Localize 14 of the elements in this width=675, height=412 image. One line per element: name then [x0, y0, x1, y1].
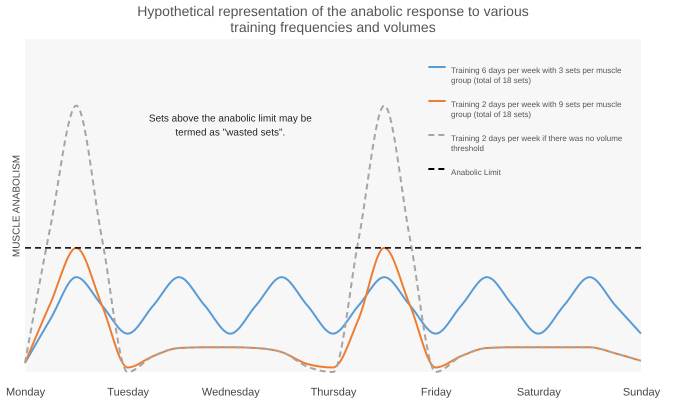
x-tick-label: Sunday — [622, 386, 661, 398]
annotation: Sets above the anabolic limit may be termed as "wasted sets". — [148, 114, 312, 139]
legend-label: Training 2 days per week with 9 sets per muscle group (total of 18 sets) — [451, 100, 622, 119]
y-axis-title: MUSCLE ANABOLISM — [12, 154, 22, 258]
x-tick-label: Friday — [420, 386, 452, 398]
x-tick-label: Tuesday — [107, 386, 150, 398]
x-tick-label: Thursday — [310, 386, 357, 398]
x-tick-label: Wednesday — [202, 386, 260, 398]
legend-label: Anabolic Limit — [451, 168, 502, 177]
x-tick-label: Monday — [6, 386, 46, 398]
legend-label: Training 6 days per week with 3 sets per muscle group (total of 18 sets) — [451, 66, 622, 85]
x-tick-label: Saturday — [516, 386, 562, 398]
legend-label: Training 2 days per week if there was no volume threshold — [451, 134, 623, 153]
chart-title: Hypothetical representation of the anabolic response to various training frequencies and volumes — [137, 3, 529, 35]
